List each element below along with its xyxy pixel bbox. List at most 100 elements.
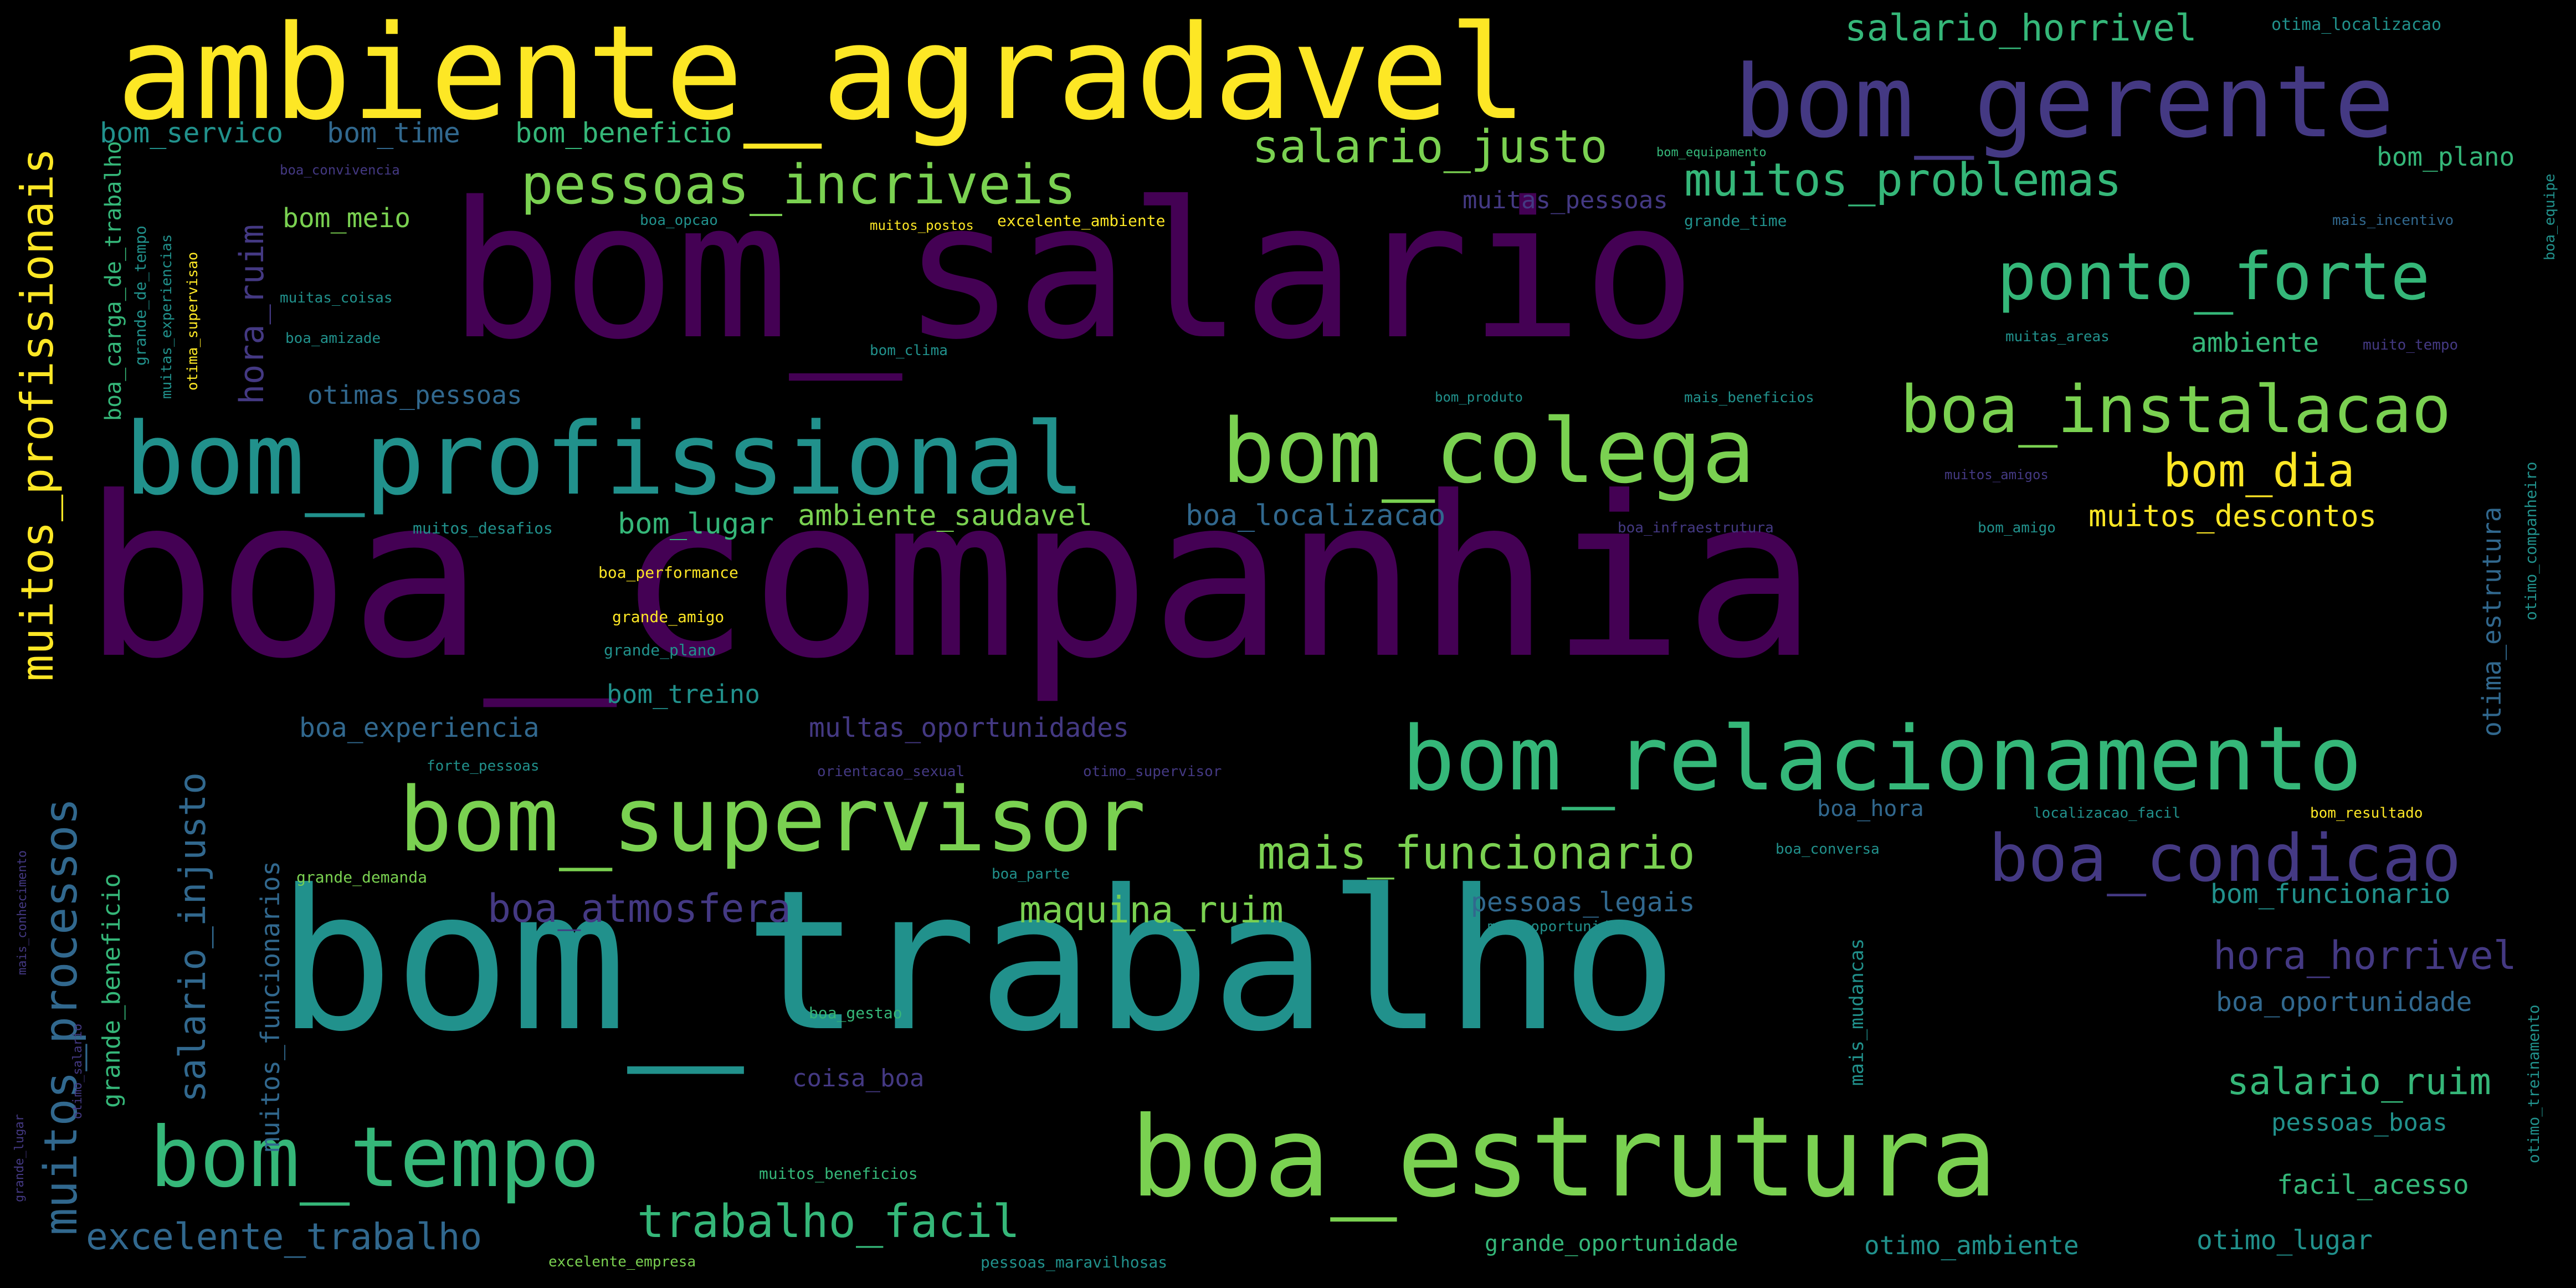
word-boa-opcao: boa_opcao (640, 212, 718, 229)
word-boa-equipe: boa_equipe (2542, 173, 2558, 260)
word-muitos-processos: muitos_processos (35, 798, 88, 1235)
word-bom-beneficio: bom_beneficio (515, 117, 732, 149)
word-salario-justo: salario_justo (1252, 121, 1608, 173)
word-multas-oportunidades: multas_oportunidades (809, 712, 1129, 743)
word-bom-plano: bom_plano (2377, 142, 2515, 172)
word-boa-instalacao: boa_instalacao (1900, 371, 2451, 448)
word-bom-treino: bom_treino (607, 679, 760, 709)
word-muitos-postos: muitos_postos (870, 218, 974, 233)
word-bom-gerente: bom_gerente (1734, 44, 2395, 160)
word-salario-ruim: salario_ruim (2227, 1060, 2491, 1103)
word-muitos-beneficios: muitos_beneficios (759, 1164, 918, 1183)
word-otima-supervisao: otima_supervisao (184, 252, 201, 391)
word-bom-amigo: bom_amigo (1978, 520, 2056, 536)
word-bom-clima: bom_clima (870, 342, 948, 359)
word-boa-carga-de-trabalho: boa_carga_de_trabalho (101, 141, 126, 421)
word-bom-trabalho: bom_trabalho (277, 848, 1678, 1074)
word-mais-oportunidade: mais_oportunidade (1487, 918, 1635, 935)
word-bom-servico: bom_servico (100, 117, 284, 149)
word-muitas-coisas: muitas_coisas (280, 290, 393, 306)
word-boa-amizade: boa_amizade (285, 330, 381, 347)
word-mais-beneficios: mais_beneficios (1684, 389, 1814, 406)
word-ambiente: ambiente (2191, 327, 2320, 358)
word-boa-localizacao: boa_localizacao (1186, 499, 1446, 532)
word-bom-produto: bom_produto (1435, 389, 1523, 405)
word-hora-horrivel: hora_horrivel (2213, 933, 2517, 978)
word-boa-gestao: boa_gestao (809, 1004, 902, 1022)
word-pessoas-boas: pessoas_boas (2271, 1109, 2447, 1137)
word-otimo-salario: otimo_salario (71, 1023, 85, 1119)
word-excelente-trabalho: excelente_trabalho (86, 1215, 483, 1258)
word-otimo-treinamento: otimo_treinamento (2524, 1004, 2543, 1163)
word-grande-plano: grande_plano (604, 641, 716, 659)
word-grande-demanda: grande_demanda (296, 868, 428, 886)
word-boa-infraestrutura: boa_infraestrutura (1618, 520, 1774, 536)
word-grande-amigo: grande_amigo (612, 608, 725, 626)
word-mais-conhecimento: mais_conhecimento (16, 850, 29, 975)
word-maquina-ruim: maquina_ruim (1019, 889, 1284, 931)
word-bom-tempo: bom_tempo (150, 1110, 600, 1206)
word-muitos-funcionarios: muitos_funcionarios (255, 860, 285, 1152)
word-excelente-empresa: excelente_empresa (548, 1254, 696, 1270)
word-muitas-experiencias: muitas_experiencias (158, 234, 175, 399)
word-muitos-descontos: muitos_descontos (2088, 499, 2377, 533)
word-pessoas-incriveis: pessoas_incriveis (521, 153, 1077, 217)
word-grande-beneficio: grande_beneficio (98, 873, 126, 1108)
word-muito-tempo: muito_tempo (2363, 337, 2459, 353)
word-boa-condicao: boa_condicao (1989, 820, 2461, 896)
word-muitos-desafios: muitos_desafios (413, 519, 553, 537)
word-otima-estrutura: otima_estrutura (2477, 506, 2507, 737)
word-muitos-problemas: muitos_problemas (1684, 154, 2122, 207)
word-boa-conversa: boa_conversa (1776, 841, 1880, 858)
word-mais-mudancas: mais_mudancas (1846, 938, 1868, 1086)
word-bom-time: bom_time (327, 117, 460, 149)
word-boa-convivencia: boa_convivencia (280, 162, 400, 178)
word-boa-companhia: boa_companhia (83, 450, 1818, 707)
word-ambiente-saudavel: ambiente_saudavel (798, 499, 1093, 532)
word-bom-meio: bom_meio (283, 203, 411, 234)
word-muitos-amigos: muitos_amigos (1944, 467, 2049, 483)
word-ambiente-agradavel: ambiente_agradavel (116, 0, 1527, 149)
word-otimas-pessoas: otimas_pessoas (307, 380, 522, 410)
word-pessoas-maravilhosas: pessoas_maravilhosas (981, 1253, 1168, 1271)
word-muitas-pessoas: muitas_pessoas (1463, 186, 1668, 214)
word-grande-de-tempo: grande_de_tempo (131, 225, 150, 366)
word-boa-performance: boa_performance (598, 563, 738, 582)
word-otimo-supervisor: otimo_supervisor (1083, 763, 1222, 780)
word-bom-colega: bom_colega (1222, 399, 1756, 503)
word-forte-pessoas: forte_pessoas (427, 758, 540, 774)
word-boa-oportunidade: boa_oportunidade (2216, 987, 2472, 1018)
word-grande-lugar: grande_lugar (13, 1114, 27, 1202)
word-bom-funcionario: bom_funcionario (2210, 879, 2451, 910)
word-ponto-forte: ponto_forte (1997, 238, 2430, 315)
word-bom-relacionamento: bom_relacionamento (1402, 707, 2362, 810)
word-salario-injusto: salario_injusto (171, 772, 214, 1102)
word-boa-atmosfera: boa_atmosfera (488, 886, 791, 931)
word-orientacao-sexual: orientacao_sexual (817, 763, 965, 780)
word-muitas-areas: muitas_areas (2005, 329, 2110, 345)
word-bom-dia: bom_dia (2163, 445, 2355, 497)
word-bom-supervisor: bom_supervisor (399, 768, 1146, 871)
word-facil-acesso: facil_acesso (2277, 1169, 2469, 1200)
word-hora-ruim: hora_ruim (233, 224, 271, 404)
word-salario-horrivel: salario_horrivel (1845, 7, 2197, 49)
word-trabalho-facil: trabalho_facil (637, 1195, 1020, 1248)
word-bom-lugar: bom_lugar (618, 507, 774, 541)
word-coisa-boa: coisa_boa (792, 1064, 925, 1092)
word-grande-time: grande_time (1684, 212, 1787, 230)
word-boa-estrutura: boa_estrutura (1130, 1093, 1998, 1222)
word-pessoas-legais: pessoas_legais (1471, 887, 1695, 918)
word-otimo-ambiente: otimo_ambiente (1864, 1230, 2079, 1260)
word-otimo-companheiro: otimo_companheiro (2522, 461, 2540, 620)
word-boa-parte: boa_parte (992, 866, 1070, 882)
word-bom-salario: bom_salario (449, 162, 1696, 381)
word-otimo-lugar: otimo_lugar (2197, 1225, 2373, 1256)
word-boa-experiencia: boa_experiencia (299, 712, 540, 743)
word-bom-resultado: bom_resultado (2310, 805, 2423, 822)
word-boa-hora: boa_hora (1817, 796, 1924, 822)
word-otima-localizacao: otima_localizacao (2271, 15, 2442, 34)
word-muitos-profissionais: muitos_profissionais (12, 147, 63, 681)
word-bom-profissional: bom_profissional (125, 402, 1085, 517)
word-grande-oportunidade: grande_oportunidade (1485, 1231, 1738, 1256)
